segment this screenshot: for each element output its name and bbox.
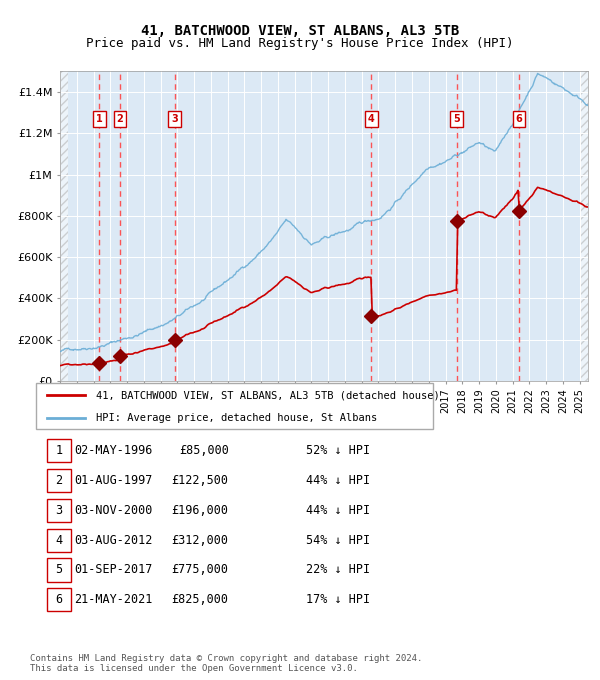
Text: 1: 1 [55, 444, 62, 457]
Text: 03-AUG-2012: 03-AUG-2012 [74, 534, 152, 547]
FancyBboxPatch shape [47, 528, 71, 551]
Text: 6: 6 [55, 594, 62, 607]
Text: 3: 3 [171, 114, 178, 124]
Text: £775,000: £775,000 [172, 564, 229, 577]
Text: HPI: Average price, detached house, St Albans: HPI: Average price, detached house, St A… [96, 413, 377, 422]
Text: 4: 4 [368, 114, 375, 124]
Text: 4: 4 [55, 534, 62, 547]
FancyBboxPatch shape [35, 384, 433, 429]
Text: £825,000: £825,000 [172, 594, 229, 607]
Text: 5: 5 [55, 564, 62, 577]
Text: 41, BATCHWOOD VIEW, ST ALBANS, AL3 5TB (detached house): 41, BATCHWOOD VIEW, ST ALBANS, AL3 5TB (… [96, 390, 440, 400]
Text: 01-SEP-2017: 01-SEP-2017 [74, 564, 152, 577]
Text: Price paid vs. HM Land Registry's House Price Index (HPI): Price paid vs. HM Land Registry's House … [86, 37, 514, 50]
Text: 03-NOV-2000: 03-NOV-2000 [74, 504, 152, 517]
Text: £196,000: £196,000 [172, 504, 229, 517]
Text: £85,000: £85,000 [179, 444, 229, 457]
Text: 21-MAY-2021: 21-MAY-2021 [74, 594, 152, 607]
Text: 01-AUG-1997: 01-AUG-1997 [74, 474, 152, 487]
FancyBboxPatch shape [47, 439, 71, 462]
Text: 2: 2 [55, 474, 62, 487]
Text: £122,500: £122,500 [172, 474, 229, 487]
Text: 5: 5 [454, 114, 460, 124]
Text: 41, BATCHWOOD VIEW, ST ALBANS, AL3 5TB: 41, BATCHWOOD VIEW, ST ALBANS, AL3 5TB [141, 24, 459, 38]
Text: This data is licensed under the Open Government Licence v3.0.: This data is licensed under the Open Gov… [30, 664, 358, 673]
Text: 22% ↓ HPI: 22% ↓ HPI [306, 564, 370, 577]
Text: 6: 6 [515, 114, 523, 124]
Text: 2: 2 [116, 114, 124, 124]
Text: 52% ↓ HPI: 52% ↓ HPI [306, 444, 370, 457]
FancyBboxPatch shape [47, 558, 71, 581]
Text: 44% ↓ HPI: 44% ↓ HPI [306, 474, 370, 487]
Text: 1: 1 [96, 114, 103, 124]
Text: Contains HM Land Registry data © Crown copyright and database right 2024.: Contains HM Land Registry data © Crown c… [30, 654, 422, 663]
Text: 54% ↓ HPI: 54% ↓ HPI [306, 534, 370, 547]
Text: 17% ↓ HPI: 17% ↓ HPI [306, 594, 370, 607]
Text: £312,000: £312,000 [172, 534, 229, 547]
Text: 44% ↓ HPI: 44% ↓ HPI [306, 504, 370, 517]
FancyBboxPatch shape [47, 498, 71, 522]
Text: 02-MAY-1996: 02-MAY-1996 [74, 444, 152, 457]
FancyBboxPatch shape [47, 588, 71, 611]
FancyBboxPatch shape [47, 469, 71, 492]
Text: 3: 3 [55, 504, 62, 517]
